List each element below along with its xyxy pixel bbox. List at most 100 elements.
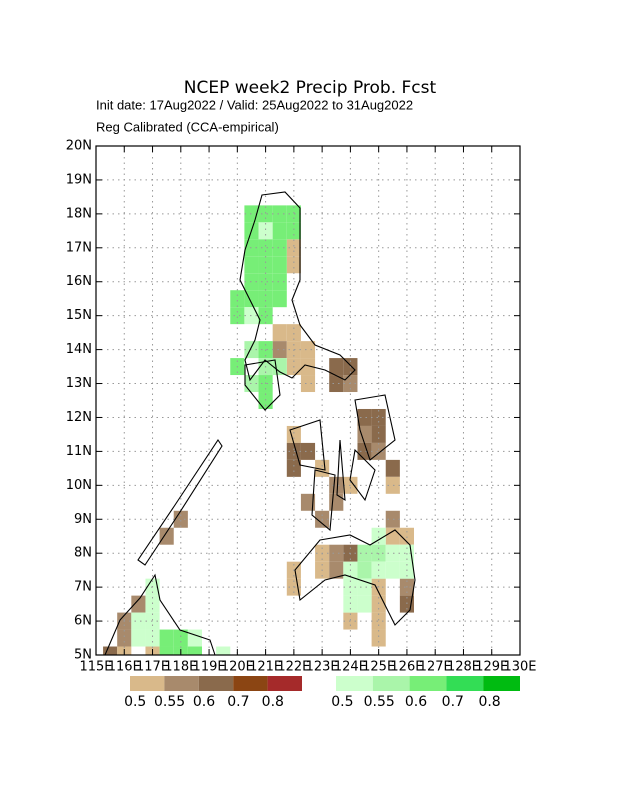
prob-cell [343,595,358,613]
x-tick-label: 126E [390,660,423,675]
coastlines [104,191,416,656]
prob-cell [258,205,273,223]
prob-cell [300,358,316,376]
prob-cell [385,510,400,528]
prob-cell [272,324,287,342]
legend-label: 0.5 [331,694,353,710]
x-tick-label: 129E [475,660,508,675]
x-tick-label: 119E [193,660,226,675]
color-legend: 0.5 0.55 0.6 0.7 0.8 0.5 0.55 0.6 0.7 0.8 [124,676,520,710]
grid-layer [95,145,521,656]
prob-cell [286,239,301,257]
prob-cell [286,324,301,342]
y-tick-label: 7N [74,580,92,595]
legend-swatch [483,676,520,691]
legend-swatch [446,676,484,691]
y-tick-label: 16N [66,274,92,289]
prob-cell [272,341,287,359]
y-tick-label: 8N [74,546,92,561]
y-tick-label: 20N [66,139,92,154]
y-tick-label: 19N [66,172,92,187]
legend-swatch [198,676,234,691]
prob-cell [272,273,287,291]
legend-label: 0.55 [364,694,395,710]
prob-cell [329,544,344,562]
prob-cell [230,290,245,308]
coastline [294,529,416,626]
x-tick-label: 122E [277,660,310,675]
legend-label: 0.7 [442,694,464,710]
prob-cell [329,561,344,579]
prob-cell [329,375,344,393]
prob-cell [385,544,400,562]
y-tick-label: 14N [66,342,92,357]
coastline [244,359,396,532]
x-tick-label: 118E [164,660,197,675]
prob-cell [286,256,301,274]
prob-cell [272,222,287,240]
map-frame [95,145,521,656]
prob-cell [230,307,245,325]
prob-cell [371,527,386,545]
prob-cell [272,290,287,308]
prob-cell [173,629,188,647]
legend-swatch [233,676,268,691]
prob-cell [258,256,273,274]
y-tick-label: 17N [66,240,92,255]
prob-cell [357,595,372,613]
map-title: NCEP week2 Precip Prob. Fcst [184,78,437,98]
prob-cell [131,629,146,647]
prob-cell [371,408,386,426]
prob-cell [286,222,301,240]
legend-label: 0.8 [262,694,284,710]
legend-label: 0.55 [154,694,185,710]
x-tick-label: 115E [79,660,112,675]
prob-cell [187,629,202,647]
prob-cell [258,222,273,240]
prob-cell [244,290,259,308]
x-tick-label: 124E [334,660,367,675]
legend-swatch [164,676,199,691]
legend-label: 0.6 [193,694,215,710]
prob-cell [173,510,188,528]
prob-cell [300,493,316,511]
prob-cell [371,425,386,443]
prob-cell [216,646,231,655]
x-tick-label: 117E [136,660,169,675]
prob-cell [145,629,160,647]
prob-cell [329,493,344,511]
prob-cell [131,595,146,613]
subtitle: Init date: 17Aug2022 / Valid: 25Aug2022 … [96,97,413,112]
y-tick-label: 5N [74,648,92,663]
legend-label: 0.7 [227,694,249,710]
legend-swatch [336,676,373,691]
prob-cell [329,476,344,494]
y-tick-label: 9N [74,512,92,527]
x-tick-label: 127E [419,660,452,675]
prob-cell [272,205,287,223]
prob-cell [300,375,316,393]
prob-cell [300,341,316,359]
prob-cell [286,205,301,223]
prob-cell [329,358,344,376]
y-tick-label: 6N [74,614,92,629]
prob-cell [145,595,160,613]
subtitle: Reg Calibrated (CCA-empirical) [96,119,279,134]
y-tick-label: 12N [66,410,92,425]
x-tick-label: 116E [108,660,141,675]
prob-cell [159,646,174,655]
x-tick-label: 123E [306,660,339,675]
y-tick-label: 18N [66,206,92,221]
legend-swatch [409,676,447,691]
legend-swatch [267,676,302,691]
prob-cell [117,629,132,647]
cell-layer [103,205,414,655]
prob-cell [187,646,202,655]
legend-label: 0.8 [478,694,500,710]
x-tick-label: 120E [221,660,254,675]
legend-label: 0.6 [405,694,427,710]
prob-cell [258,273,273,291]
y-tick-label: 13N [66,376,92,391]
prob-cell [244,256,259,274]
